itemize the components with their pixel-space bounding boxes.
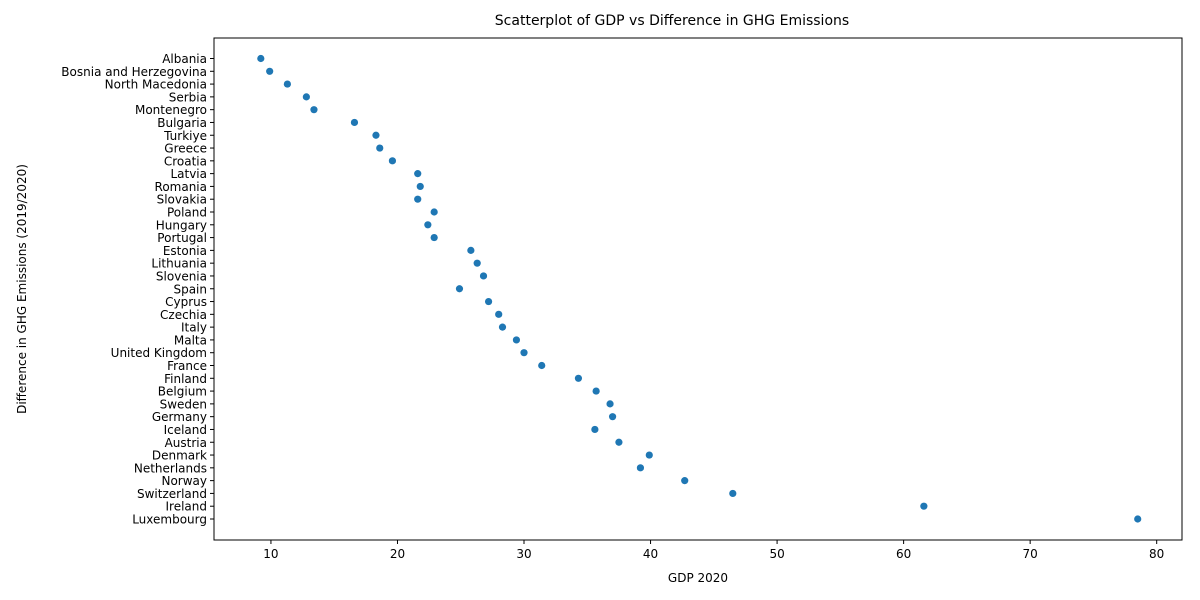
x-tick-label: 10 (263, 547, 278, 561)
data-point (416, 182, 424, 191)
data-point (636, 464, 645, 472)
y-tick-label: Poland (167, 206, 207, 220)
data-point (350, 118, 359, 127)
y-tick-label: Bosnia and Herzegovina (61, 65, 207, 79)
data-point (681, 477, 689, 485)
y-tick-label: Austria (165, 436, 207, 450)
data-point (414, 195, 422, 203)
y-tick-label: Latvia (170, 167, 207, 181)
data-point (484, 297, 493, 306)
y-tick-label: Serbia (169, 90, 207, 104)
y-tick-label: Malta (174, 333, 207, 347)
y-tick-label: Netherlands (134, 461, 207, 475)
data-point (538, 361, 546, 370)
y-tick-label: Croatia (164, 154, 207, 168)
y-tick-label: Italy (181, 321, 207, 335)
data-point (302, 93, 310, 101)
data-point (729, 489, 737, 498)
y-tick-label: Luxembourg (132, 513, 207, 527)
y-tick-label: Estonia (163, 244, 207, 258)
data-point (615, 438, 623, 446)
data-point (467, 246, 475, 254)
data-point (430, 208, 438, 216)
y-tick-label: United Kingdom (111, 346, 207, 360)
data-point (574, 374, 583, 382)
data-point (473, 259, 481, 267)
x-axis: 10 20 30 40 50 60 70 80 (263, 540, 1164, 561)
data-point (495, 310, 503, 318)
y-tick-label: Portugal (157, 231, 207, 245)
x-tick-label: 60 (896, 547, 911, 561)
data-point (414, 170, 422, 178)
y-tick-label: Ireland (165, 500, 207, 514)
y-tick-label: Cyprus (165, 295, 207, 309)
data-point (266, 67, 274, 75)
y-tick-label: Iceland (164, 423, 207, 437)
data-point (310, 106, 318, 114)
y-tick-label: Czechia (160, 308, 207, 322)
data-point (372, 131, 380, 139)
data-point (388, 157, 397, 165)
y-tick-label: Albania (162, 52, 207, 66)
y-tick-label: Hungary (156, 218, 207, 232)
y-tick-label: Germany (152, 410, 207, 424)
data-point (591, 425, 599, 434)
x-tick-label: 40 (643, 547, 658, 561)
data-point (424, 221, 432, 229)
chart-title: Scatterplot of GDP vs Difference in GHG … (495, 13, 849, 29)
data-point (520, 349, 528, 357)
y-tick-label: Slovenia (156, 269, 207, 283)
y-tick-label: Greece (164, 142, 207, 156)
y-tick-label: Sweden (160, 397, 207, 411)
data-point (512, 336, 521, 344)
y-tick-label: Spain (173, 282, 207, 296)
y-tick-label: North Macedonia (105, 78, 207, 92)
y-tick-label: Norway (161, 474, 207, 488)
y-tick-label: Turkiye (163, 129, 207, 143)
y-tick-label: Denmark (152, 449, 207, 463)
data-point (376, 144, 384, 152)
y-tick-label: Slovakia (157, 193, 207, 207)
data-point (455, 285, 464, 293)
data-point (645, 451, 653, 459)
y-axis-label: Difference in GHG Emissions (2019/2020) (15, 164, 29, 414)
x-tick-label: 70 (1023, 547, 1038, 561)
data-point (498, 323, 507, 331)
y-tick-label: France (167, 359, 207, 373)
plot-frame (213, 37, 1183, 541)
data-point (920, 502, 928, 510)
data-points (257, 54, 1142, 523)
y-tick-label: Romania (155, 180, 207, 194)
data-point (1134, 515, 1142, 523)
data-point (430, 233, 438, 242)
y-tick-label: Montenegro (135, 103, 207, 117)
x-tick-label: 80 (1149, 547, 1164, 561)
data-point (592, 387, 600, 395)
data-point (479, 272, 488, 280)
x-axis-label: GDP 2020 (668, 571, 728, 585)
y-tick-label: Switzerland (137, 487, 207, 501)
y-tick-label: Finland (164, 372, 207, 386)
x-tick-label: 50 (769, 547, 784, 561)
y-tick-label: Belgium (158, 385, 207, 399)
x-tick-label: 30 (516, 547, 531, 561)
data-point (606, 400, 614, 408)
y-tick-label: Lithuania (151, 257, 207, 271)
data-point (283, 80, 291, 88)
data-point (608, 413, 617, 421)
data-point (257, 54, 265, 63)
y-tick-label: Bulgaria (157, 116, 207, 130)
x-tick-label: 20 (390, 547, 405, 561)
